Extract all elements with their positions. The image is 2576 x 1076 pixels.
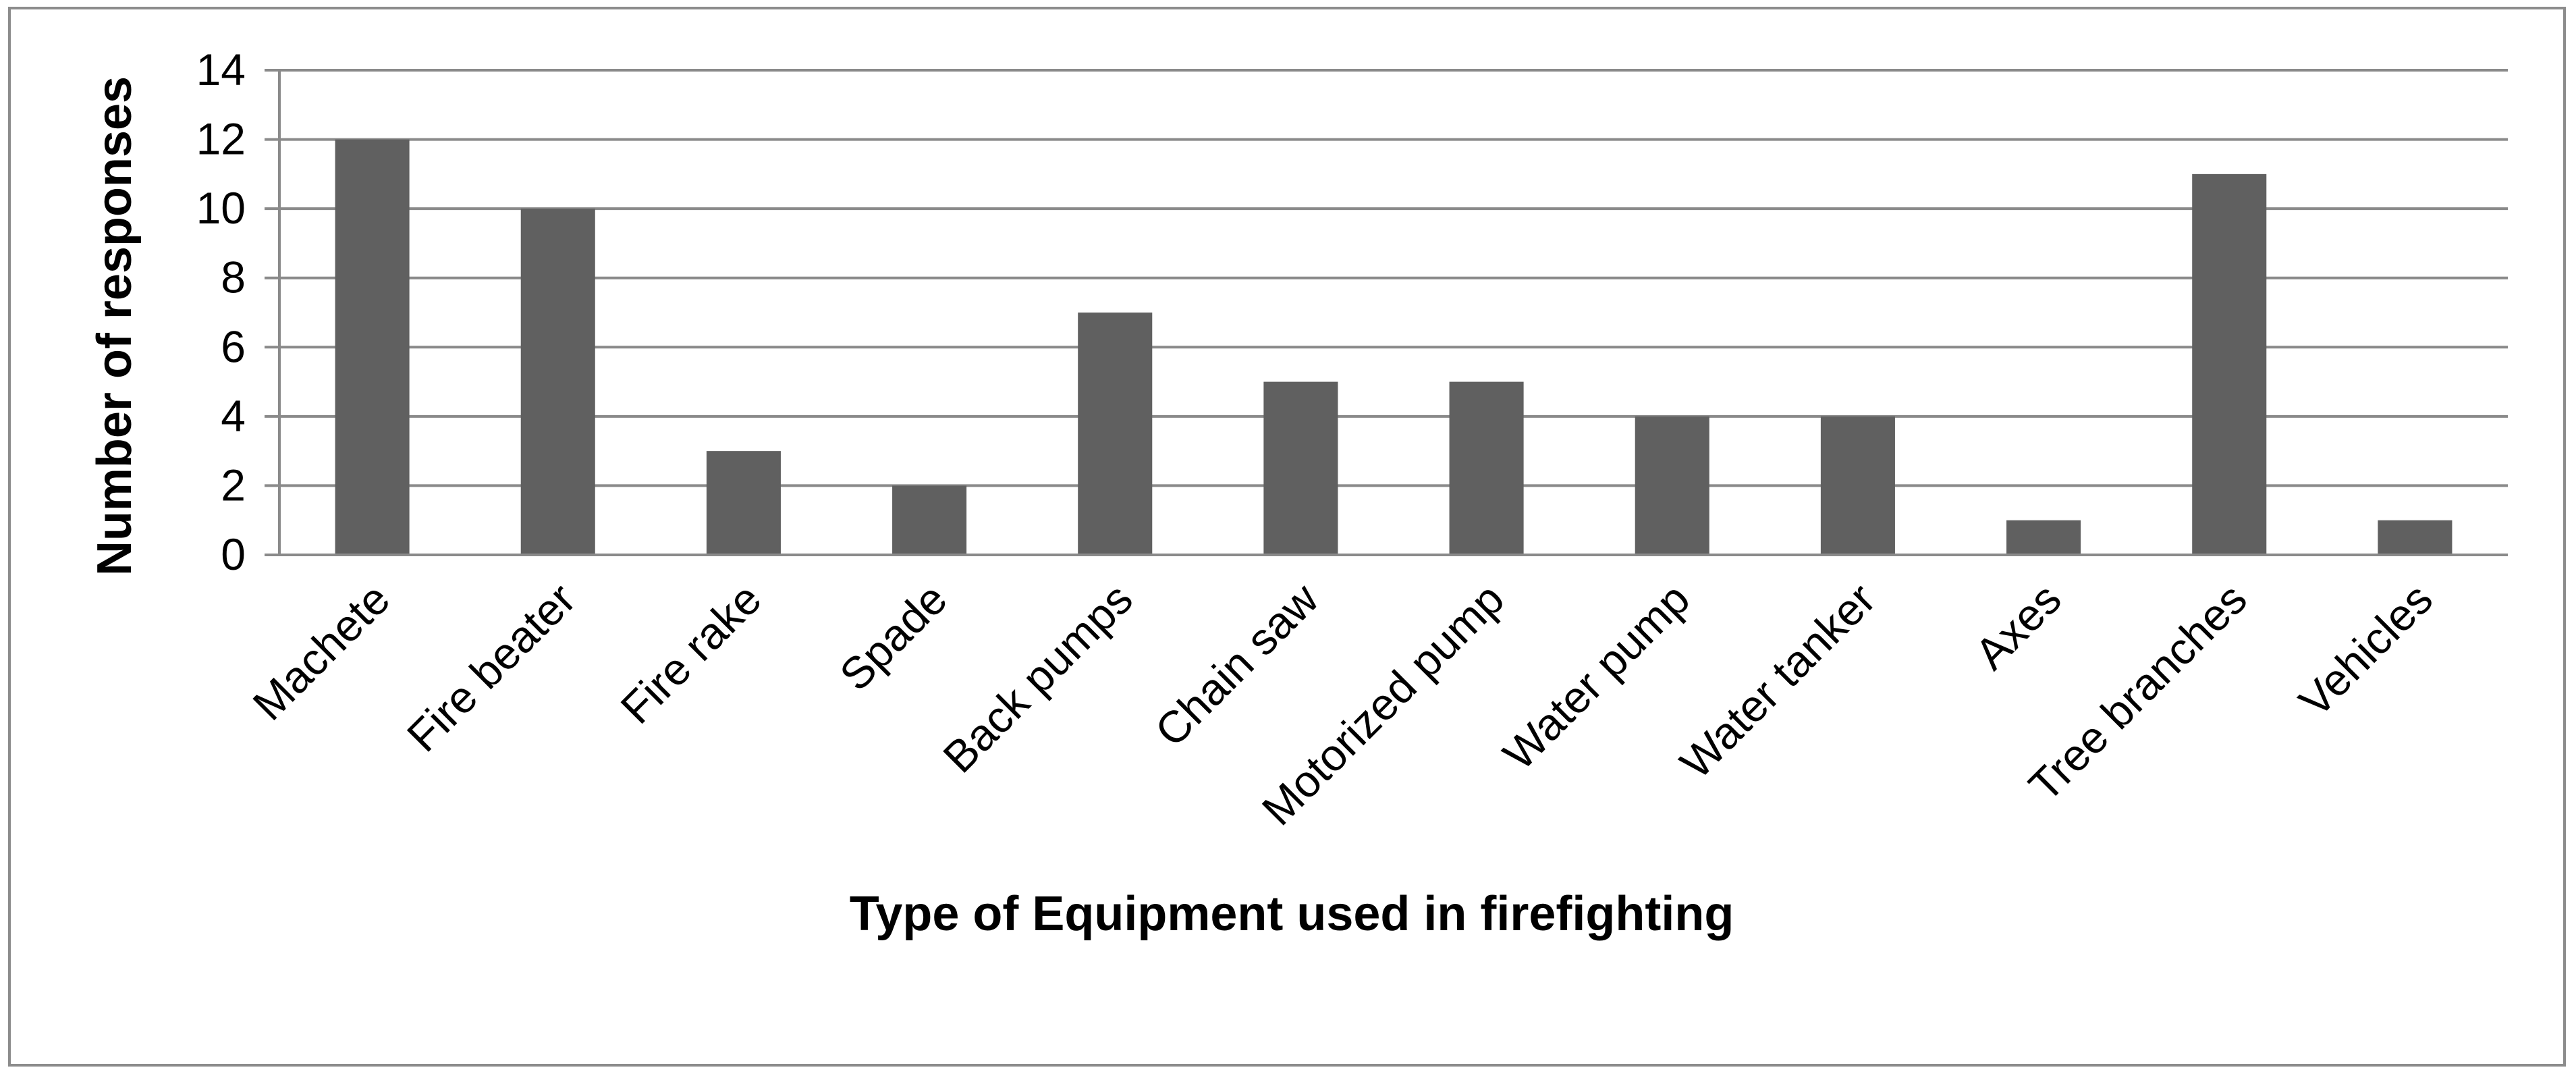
bar bbox=[1635, 416, 1709, 555]
y-tick-label: 8 bbox=[221, 252, 246, 302]
y-tick-labels: 0 2 4 6 8 10 12 14 bbox=[196, 45, 246, 579]
y-tick-label: 0 bbox=[221, 529, 246, 579]
bar bbox=[892, 485, 967, 555]
x-tick-label: Water pump bbox=[1493, 574, 1699, 780]
bar bbox=[2006, 520, 2081, 555]
y-tick-label: 2 bbox=[221, 460, 246, 510]
x-axis-title: Type of Equipment used in firefighting bbox=[850, 887, 1734, 941]
bar bbox=[1078, 313, 1153, 555]
x-tick-label: Back pumps bbox=[933, 574, 1142, 782]
y-tick-label: 14 bbox=[196, 45, 246, 95]
chart-frame: 0 2 4 6 8 10 12 14 Machete Fire beater Fire rake S… bbox=[8, 7, 2566, 1067]
axes bbox=[265, 69, 2508, 556]
y-tick-label: 12 bbox=[196, 114, 246, 164]
y-tick-label: 4 bbox=[221, 391, 246, 441]
gridlines bbox=[279, 69, 2508, 487]
x-tick-label: Machete bbox=[243, 574, 399, 730]
x-tick-label: Water tanker bbox=[1670, 574, 1885, 788]
bars bbox=[335, 139, 2452, 556]
bar bbox=[1820, 416, 1895, 555]
x-tick-label: Fire rake bbox=[611, 574, 770, 733]
bar bbox=[1263, 381, 1338, 555]
x-tick-label: Axes bbox=[1965, 574, 2071, 679]
bar bbox=[706, 451, 781, 555]
y-tick-label: 6 bbox=[221, 321, 246, 371]
bar bbox=[1449, 381, 1524, 555]
y-tick-label: 10 bbox=[196, 183, 246, 233]
x-tick-label: Vehicles bbox=[2289, 574, 2442, 726]
bar bbox=[2192, 173, 2267, 555]
bar bbox=[2378, 520, 2452, 555]
y-axis-title: Number of responses bbox=[88, 76, 142, 576]
bar bbox=[335, 139, 410, 556]
x-tick-label: Fire beater bbox=[398, 574, 585, 761]
x-tick-label: Spade bbox=[830, 574, 956, 700]
bar bbox=[520, 209, 595, 556]
x-tick-label: Chain saw bbox=[1145, 573, 1327, 755]
